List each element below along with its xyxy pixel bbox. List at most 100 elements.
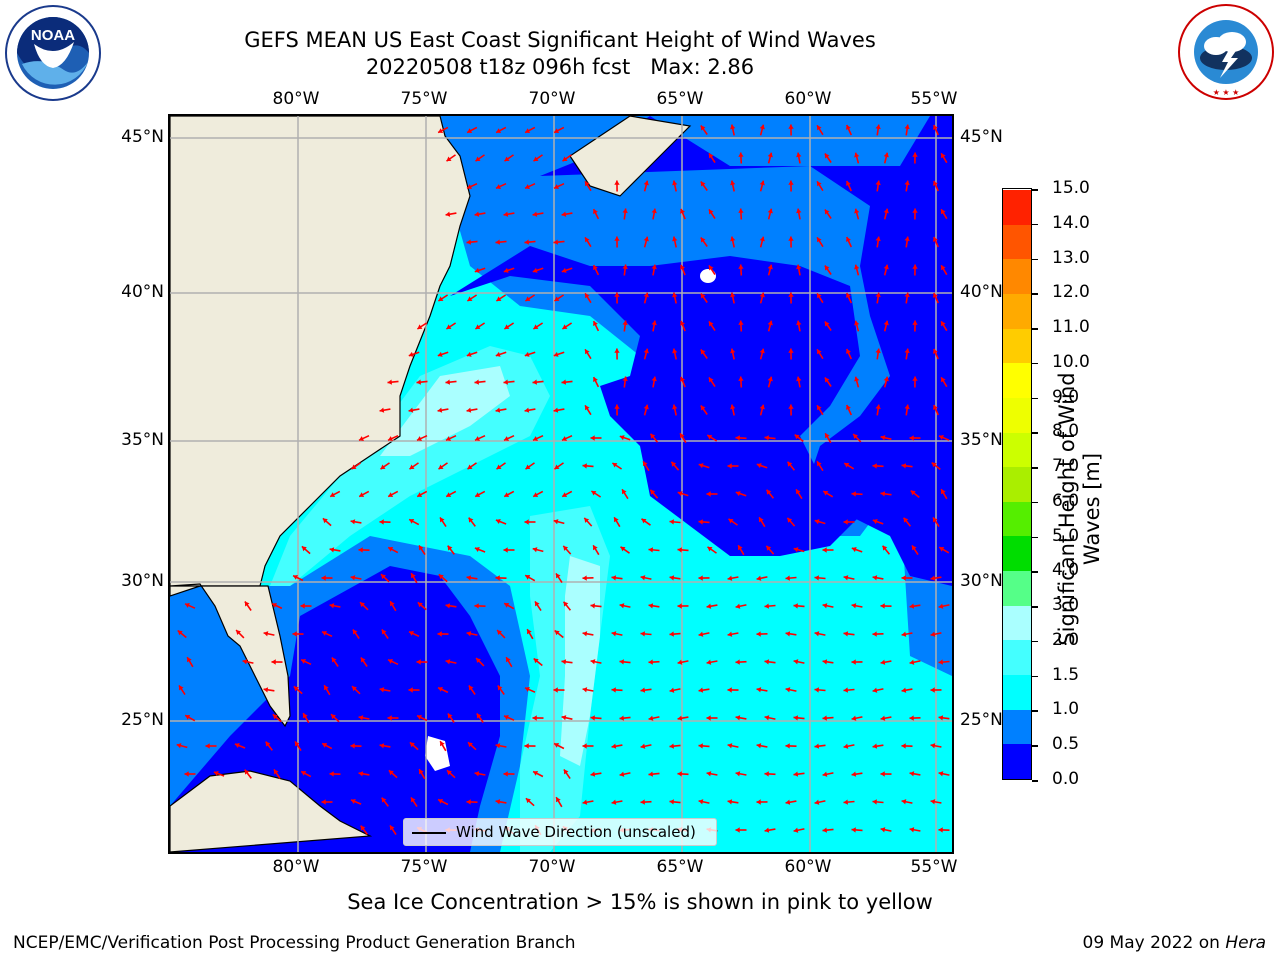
wind-wave-arrowhead (822, 827, 827, 833)
wind-wave-arrowhead (851, 771, 857, 777)
wind-wave-arrowhead (582, 575, 587, 581)
wind-wave-arrowhead (388, 492, 394, 497)
wind-wave-arrowhead (324, 685, 329, 691)
wind-wave-arrowhead (648, 715, 654, 721)
wind-wave-arrowhead (817, 125, 822, 131)
wind-wave-arrowhead (764, 603, 769, 609)
wind-wave-arrowhead (872, 799, 877, 805)
wind-wave-arrowhead (901, 575, 906, 581)
wind-wave-arrowhead (445, 659, 451, 665)
wind-wave-arrowhead (738, 545, 743, 551)
wind-wave-arrowhead (495, 239, 500, 245)
wind-wave-arrowhead (875, 236, 881, 242)
wind-wave-arrowhead (756, 631, 761, 637)
colorbar-segment (1003, 328, 1031, 364)
wind-wave-arrowhead (677, 771, 682, 777)
wind-wave-arrowhead (738, 376, 744, 381)
wind-wave-arrowhead (184, 603, 190, 608)
wind-wave-arrowhead (669, 575, 675, 581)
svg-text:★ ★ ★: ★ ★ ★ (1213, 88, 1240, 97)
wind-wave-arrowhead (497, 630, 502, 635)
wind-wave-arrowhead (438, 128, 444, 133)
wind-wave-arrowhead (651, 320, 657, 326)
wind-wave-arrowhead (611, 799, 617, 805)
wind-wave-arrowhead (503, 715, 509, 720)
wind-wave-arrowhead (495, 799, 501, 805)
wind-wave-arrowhead (707, 546, 713, 552)
wind-wave-arrowhead (263, 631, 269, 637)
colorbar-segment (1003, 397, 1031, 433)
wind-wave-arrowhead (872, 519, 878, 525)
legend-label: Wind Wave Direction (unscaled) (456, 823, 696, 841)
wind-wave-arrowhead (669, 631, 674, 637)
wind-wave-arrowhead (880, 603, 885, 609)
colorbar-tick-label: 7.0 (1052, 456, 1080, 477)
wind-wave-arrowhead (495, 519, 501, 524)
wind-wave-arrowhead (563, 769, 569, 775)
wind-wave-arrowhead (735, 603, 741, 609)
wind-wave-arrowhead (409, 464, 415, 470)
top-lon-tick-65w: 65°W (656, 89, 704, 109)
top-lon-tick-70w: 70°W (528, 89, 576, 109)
wind-wave-arrowhead (585, 349, 590, 355)
wind-wave-arrowhead (554, 128, 560, 133)
wind-wave-arrowhead (213, 771, 219, 776)
wind-wave-arrowhead (590, 435, 595, 441)
wind-wave-arrowhead (817, 349, 822, 355)
colorbar-tick-label: 0.0 (1052, 769, 1080, 789)
wind-wave-arrowhead (651, 208, 657, 214)
wind-wave-arrowhead (872, 463, 877, 469)
wind-wave-arrowhead (553, 351, 559, 357)
wind-wave-arrowhead (301, 659, 306, 664)
wind-wave-arrowhead (880, 827, 886, 833)
wind-wave-arrowhead (669, 687, 675, 693)
wind-wave-arrowhead (875, 404, 881, 410)
wind-wave-arrowhead (817, 293, 822, 299)
wind-wave-arrowhead (700, 293, 706, 299)
wind-wave-arrowhead (495, 743, 501, 749)
wind-wave-arrowhead (466, 351, 472, 357)
wind-wave-arrowhead (854, 376, 860, 382)
wind-wave-arrowhead (179, 685, 184, 691)
wind-wave-arrowhead (767, 208, 773, 214)
wind-wave-arrowhead (593, 265, 598, 270)
wind-wave-arrowhead (727, 799, 733, 805)
wind-wave-arrowhead (381, 629, 387, 635)
island-sable (700, 269, 716, 283)
wind-wave-arrowhead (672, 404, 678, 410)
wind-wave-arrowhead (351, 464, 357, 470)
wind-wave-arrowhead (525, 184, 530, 189)
wind-wave-arrowhead (759, 124, 765, 130)
wind-wave-arrowhead (446, 770, 452, 776)
wind-wave-arrowhead (466, 407, 472, 413)
wind-wave-arrowhead (331, 657, 337, 663)
wind-wave-arrowhead (735, 491, 741, 497)
wind-wave-arrowhead (236, 630, 241, 635)
wind-wave-arrowhead (846, 292, 851, 298)
timestamp: 09 May 2022 on Hera (1083, 933, 1267, 953)
bottom-lon-tick-80w: 80°W (272, 857, 320, 877)
wind-wave-arrowhead (352, 629, 358, 635)
wind-wave-arrowhead (738, 264, 744, 269)
wind-wave-arrowhead (854, 208, 860, 214)
right-lat-tick-25n: 25°N (960, 710, 1003, 730)
wind-wave-arrowhead (672, 292, 678, 298)
wind-wave-arrowhead (785, 743, 790, 749)
wind-wave-arrowhead (901, 687, 907, 693)
wind-wave-arrowhead (854, 264, 860, 270)
wave-zone-0.0-0.5-northeast (540, 116, 952, 576)
wind-wave-arrowhead (591, 490, 597, 496)
colorbar-tick-mark (1032, 745, 1038, 747)
wind-wave-arrowhead (677, 659, 683, 665)
wind-wave-arrowhead (793, 827, 799, 833)
wind-wave-arrowhead (447, 545, 453, 551)
colorbar-tick-label: 10.0 (1052, 351, 1090, 372)
wind-wave-arrowhead (387, 715, 392, 721)
wind-wave-arrowhead (843, 743, 849, 749)
wind-wave-arrowhead (669, 519, 674, 525)
wind-wave-arrowhead (590, 603, 595, 609)
wind-wave-arrowhead (817, 237, 822, 243)
land-florida (170, 583, 291, 728)
wind-wave-arrowhead (672, 236, 678, 242)
wind-wave-arrowhead (293, 686, 299, 692)
